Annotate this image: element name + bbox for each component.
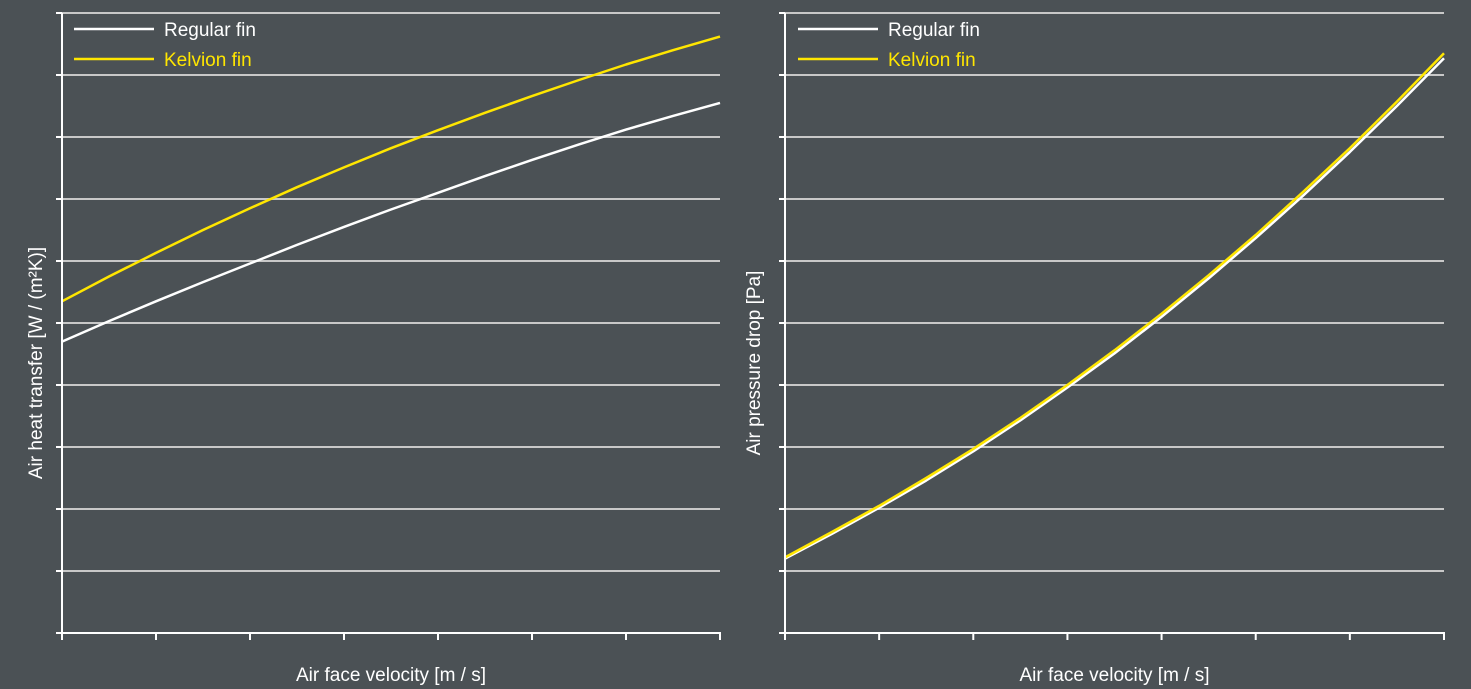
pressure-drop-axes	[779, 12, 1445, 640]
heat-transfer-legend-label: Kelvion fin	[164, 50, 252, 71]
heat-transfer-grid	[62, 12, 720, 572]
heat-transfer-legend: Regular fin Kelvion fin	[74, 20, 256, 71]
heat-transfer-series	[61, 35, 721, 343]
heat-transfer-axes	[56, 12, 721, 640]
pressure-drop-x-axis-label: Air face velocity [m / s]	[1019, 665, 1209, 686]
pressure-drop-legend-label: Regular fin	[888, 20, 980, 41]
pressure-drop-series	[784, 52, 1445, 560]
heat-transfer-series-line-regular-fin	[61, 101, 721, 343]
heat-transfer-y-axis-label: Air heat transfer [W / (m²K)]	[26, 247, 47, 479]
pressure-drop-series-line-kelvion-fin	[784, 52, 1445, 559]
heat-transfer-chart: Regular fin Kelvion fin Air heat transfer…	[26, 12, 721, 686]
heat-transfer-x-axis-label: Air face velocity [m / s]	[296, 665, 486, 686]
pressure-drop-legend: Regular fin Kelvion fin	[798, 20, 980, 71]
pressure-drop-series-line-regular-fin	[784, 57, 1445, 560]
pressure-drop-legend-label: Kelvion fin	[888, 50, 976, 71]
heat-transfer-series-line-kelvion-fin	[61, 35, 721, 303]
heat-transfer-legend-label: Regular fin	[164, 20, 256, 41]
pressure-drop-grid	[785, 12, 1444, 572]
pressure-drop-y-axis-label: Air pressure drop [Pa]	[744, 271, 765, 456]
pressure-drop-chart: Regular fin Kelvion fin Air pressure drop…	[744, 12, 1445, 686]
